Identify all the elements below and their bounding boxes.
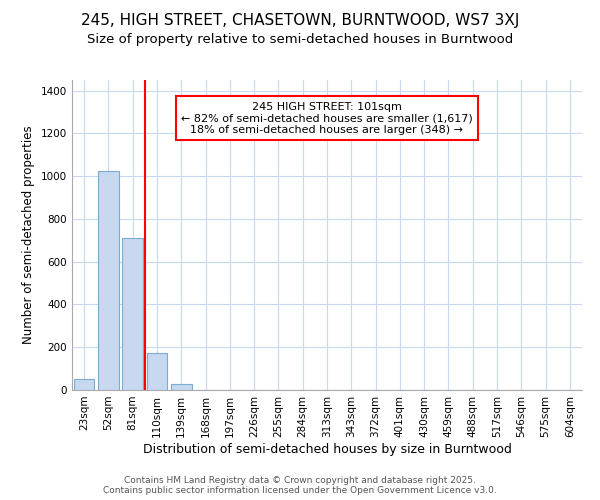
- Text: Size of property relative to semi-detached houses in Burntwood: Size of property relative to semi-detach…: [87, 32, 513, 46]
- X-axis label: Distribution of semi-detached houses by size in Burntwood: Distribution of semi-detached houses by …: [143, 442, 511, 456]
- Text: Contains HM Land Registry data © Crown copyright and database right 2025.
Contai: Contains HM Land Registry data © Crown c…: [103, 476, 497, 495]
- Bar: [98, 171, 119, 390]
- Bar: [146, 352, 167, 390]
- Y-axis label: Number of semi-detached properties: Number of semi-detached properties: [22, 126, 35, 344]
- Bar: [74, 380, 94, 390]
- Text: 245 HIGH STREET: 101sqm
← 82% of semi-detached houses are smaller (1,617)
18% of: 245 HIGH STREET: 101sqm ← 82% of semi-de…: [181, 102, 473, 135]
- Bar: [122, 238, 143, 390]
- Text: 245, HIGH STREET, CHASETOWN, BURNTWOOD, WS7 3XJ: 245, HIGH STREET, CHASETOWN, BURNTWOOD, …: [81, 12, 519, 28]
- Bar: [171, 384, 191, 390]
